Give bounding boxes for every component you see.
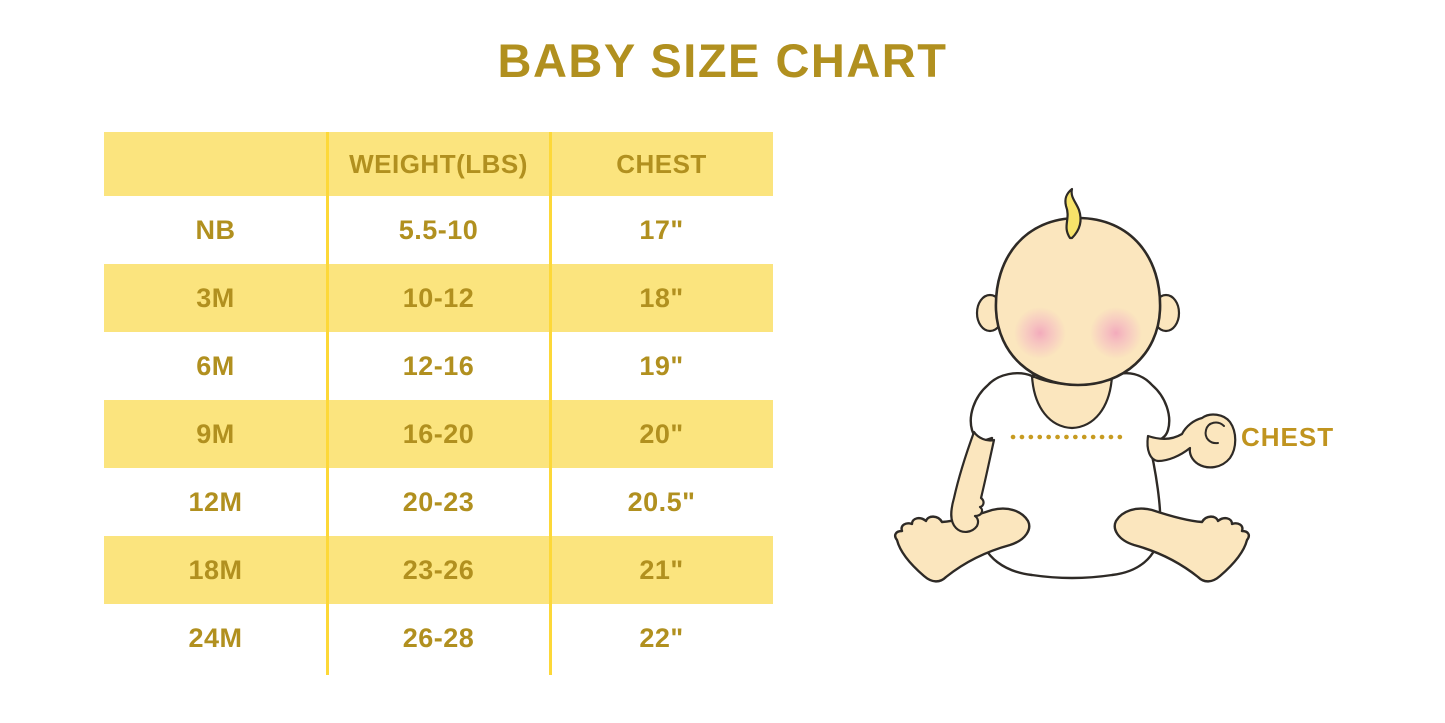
baby-right-leg — [1113, 507, 1250, 583]
baby-right-arm — [1146, 413, 1237, 469]
table-row: 18M 23-26 21" — [104, 536, 773, 604]
baby-illustration — [894, 187, 1250, 583]
size-cell: 9M — [196, 418, 235, 449]
baby-left-leg — [894, 507, 1031, 583]
chest-cell: 22" — [639, 622, 684, 653]
baby-hair-tuft — [1064, 187, 1082, 240]
table-row: NB 5.5-10 17" — [104, 196, 773, 264]
weight-cell: 5.5-10 — [398, 214, 479, 245]
chest-cell: 20" — [639, 418, 684, 449]
weight-cell: 26-28 — [402, 622, 475, 653]
size-cell: 12M — [188, 486, 243, 517]
column-divider — [326, 132, 329, 675]
chest-cell: 17" — [639, 214, 684, 245]
table-row: 9M 16-20 20" — [104, 400, 773, 468]
chest-cell: 19" — [639, 350, 684, 381]
column-divider — [549, 132, 552, 675]
baby-fist-thumb — [1204, 421, 1225, 445]
size-chart-table: WEIGHT(LBS) CHEST NB 5.5-10 17" 3M 10-12… — [104, 132, 773, 675]
size-cell: 18M — [188, 554, 243, 585]
table-header-row: WEIGHT(LBS) CHEST — [104, 132, 773, 196]
weight-cell: 16-20 — [402, 418, 475, 449]
weight-cell: 10-12 — [402, 282, 475, 313]
weight-cell: 12-16 — [402, 350, 475, 381]
blush-right — [1090, 307, 1142, 359]
baby-head — [994, 216, 1162, 387]
size-cell: 24M — [188, 622, 243, 653]
weight-cell: 20-23 — [402, 486, 475, 517]
header-chest: CHEST — [616, 148, 707, 179]
chest-cell: 21" — [639, 554, 684, 585]
chest-cell: 18" — [639, 282, 684, 313]
chest-measure-label: CHEST — [1241, 422, 1335, 452]
chest-cell: 20.5" — [627, 486, 696, 517]
header-weight: WEIGHT(LBS) — [349, 148, 528, 179]
table-row: 24M 26-28 22" — [104, 604, 773, 672]
size-cell: 3M — [196, 282, 235, 313]
size-cell: 6M — [196, 350, 235, 381]
blush-left — [1014, 307, 1066, 359]
table-row: 3M 10-12 18" — [104, 264, 773, 332]
size-cell: NB — [195, 214, 236, 245]
baby-left-arm — [950, 430, 996, 533]
table-row: 12M 20-23 20.5" — [104, 468, 773, 536]
table-row: 6M 12-16 19" — [104, 332, 773, 400]
page-title: BABY SIZE CHART — [497, 34, 948, 87]
weight-cell: 23-26 — [402, 554, 475, 585]
